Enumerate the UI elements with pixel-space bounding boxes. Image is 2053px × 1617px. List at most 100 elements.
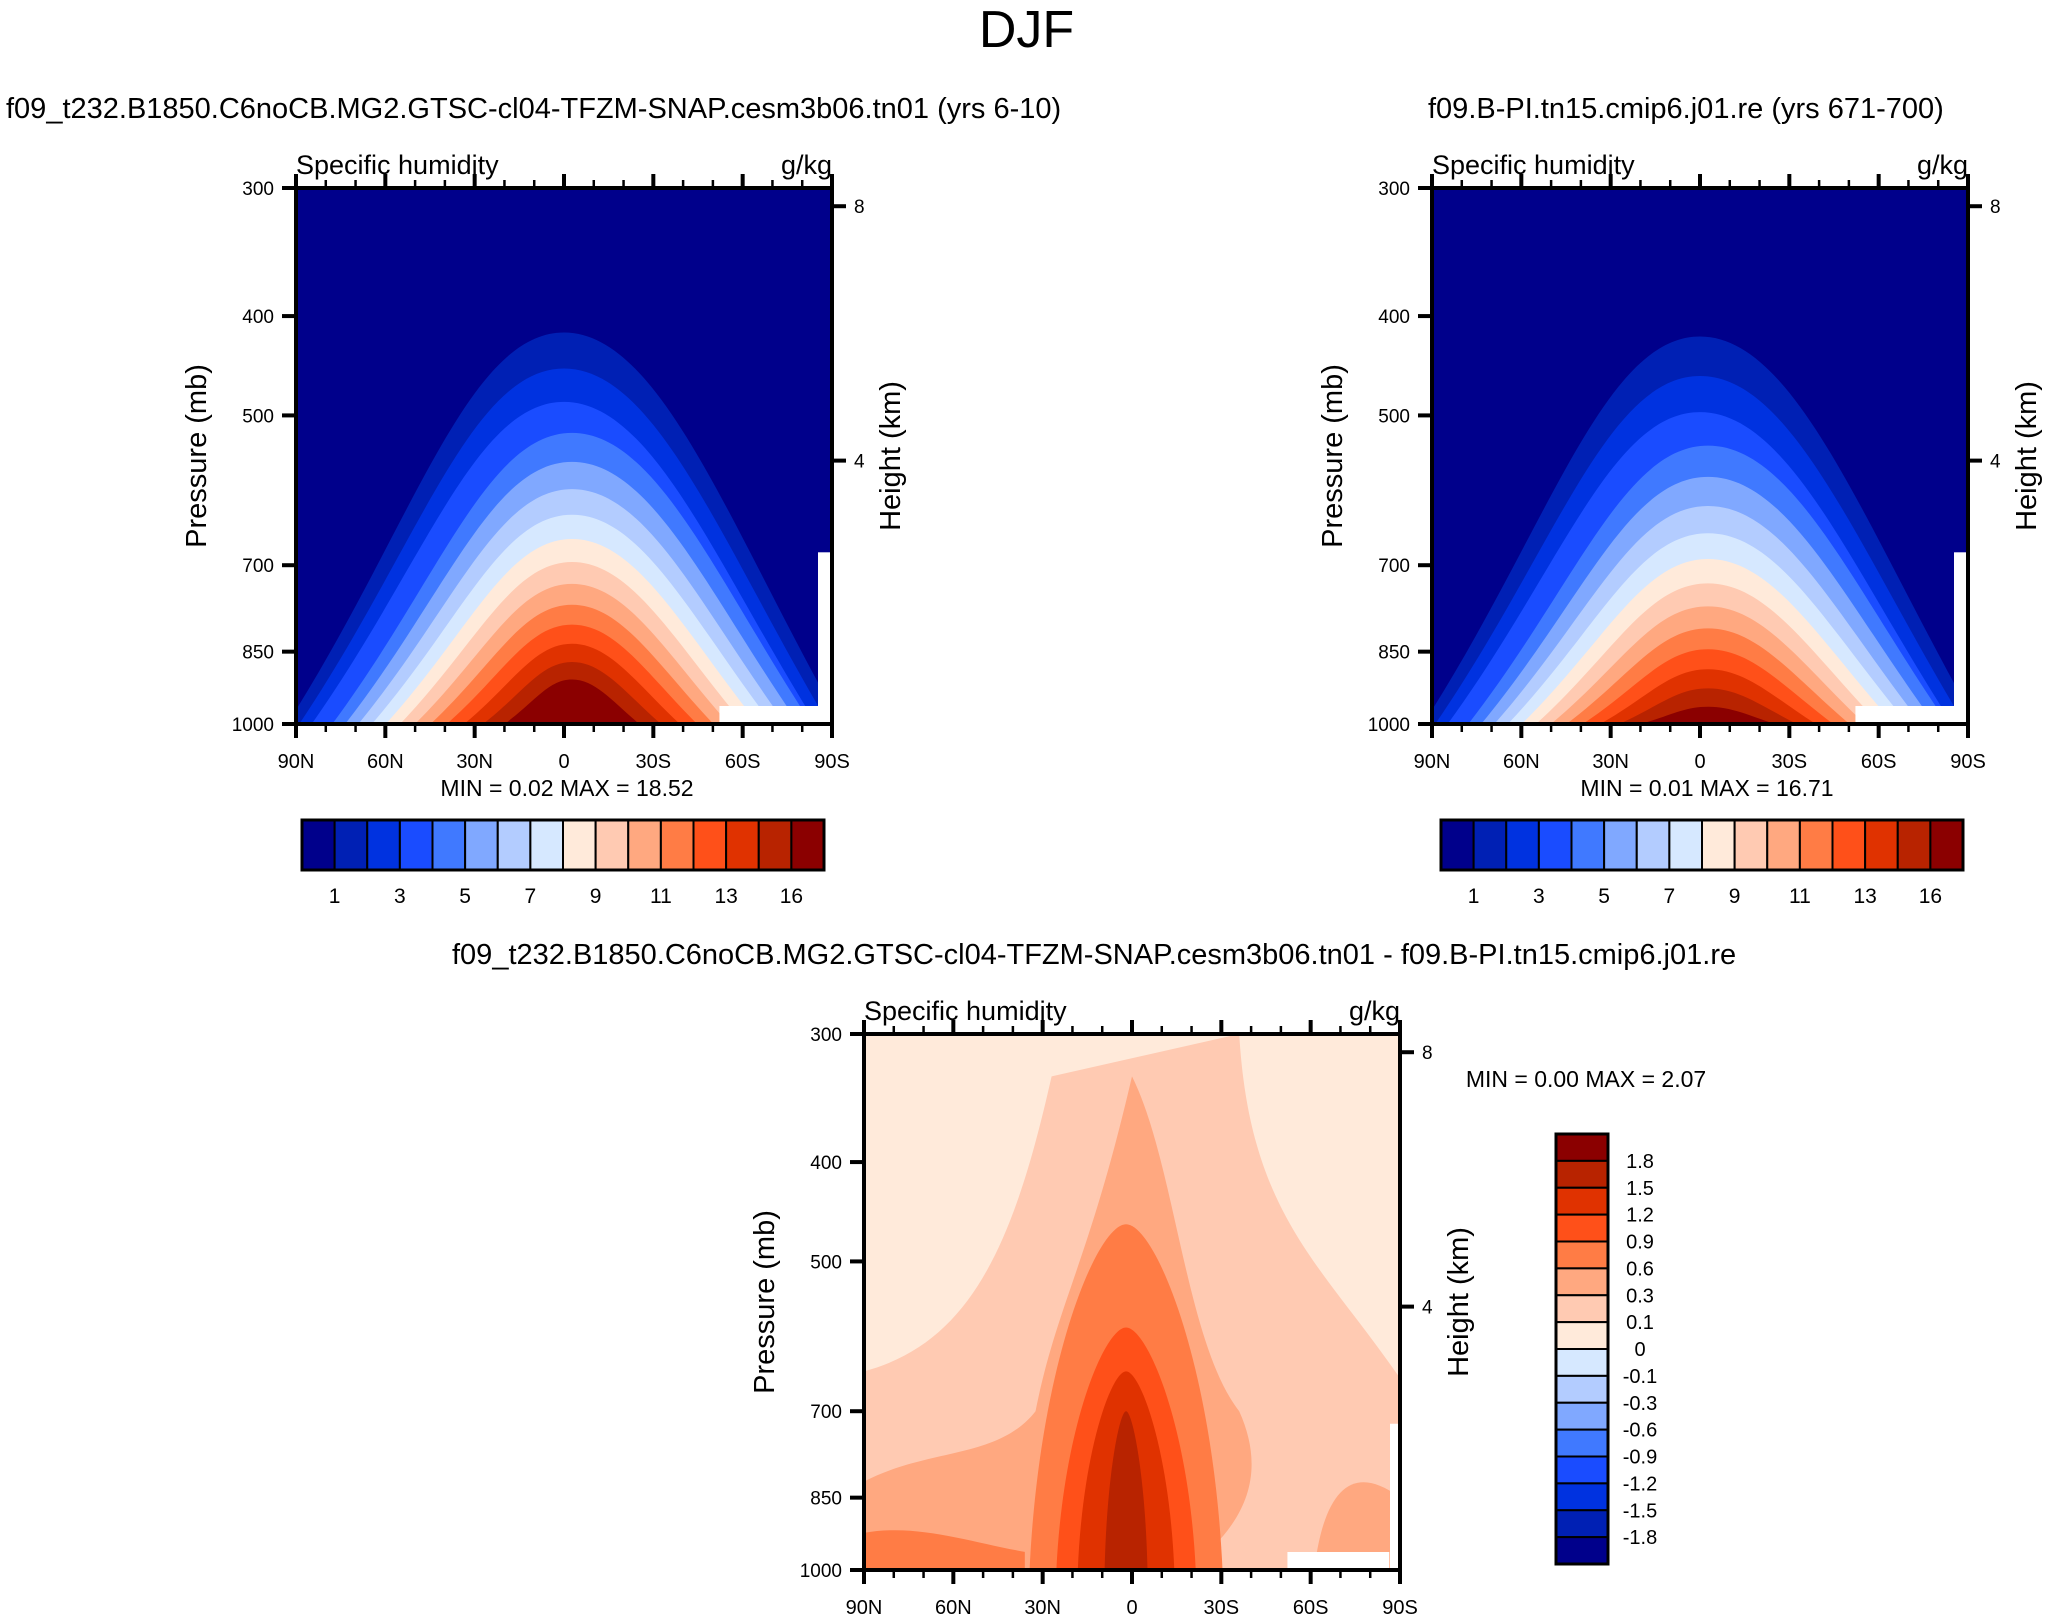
colorbar-label: 11 (650, 885, 672, 908)
colorbar-swatch (1555, 1159, 1609, 1189)
panel-title-control: f09.B-PI.tn15.cmip6.j01.re (yrs 671-700) (1428, 93, 1944, 125)
contour-band-0.9-low (864, 1530, 1025, 1570)
control-panel: Specific humidity g/kg 90N 60N 30N 0 30S 60S 90S… (1317, 150, 2043, 908)
colorbar-swatch (790, 819, 825, 871)
y-tick-label: 500 (810, 1252, 842, 1273)
x-tick-label: 30S (636, 751, 672, 773)
y2-tick-label: 8 (854, 197, 865, 218)
colorbar-swatch (1555, 1455, 1609, 1485)
colorbar-swatch (627, 819, 662, 871)
contour-field (864, 1034, 1400, 1570)
colorbar-swatch (301, 819, 336, 871)
x-tick-label: 60N (935, 1597, 972, 1617)
panel-title-test: f09_t232.B1850.C6noCB.MG2.GTSC-cl04-TFZM… (6, 93, 1062, 125)
y-tick-label: 850 (1378, 643, 1410, 664)
colorbar-label: 5 (459, 885, 471, 908)
colorbar-swatch (594, 819, 630, 871)
y-tick-label: 400 (810, 1153, 842, 1174)
y-axis-label: Pressure (mb) (181, 364, 213, 548)
colorbar-label: 3 (394, 885, 406, 908)
colorbar-swatch (1603, 819, 1638, 871)
colorbar-swatch (1929, 819, 1964, 871)
colorbar-label: 0.1 (1626, 1312, 1654, 1334)
min-max-stats: MIN = 0.00 MAX = 2.07 (1466, 1066, 1706, 1092)
colorbar-label: 1 (1468, 885, 1480, 908)
colorbar-swatch (725, 819, 760, 871)
colorbar-label: -1.8 (1623, 1527, 1657, 1549)
right-string: g/kg (1349, 996, 1400, 1026)
y2-tick-label: 8 (1422, 1043, 1433, 1064)
colorbar-swatch (1555, 1213, 1609, 1243)
colorbar-label: 1.2 (1626, 1205, 1654, 1227)
colorbar-label: 1 (329, 885, 341, 908)
y-tick-label: 700 (1378, 556, 1410, 577)
colorbar-swatch (1555, 1401, 1609, 1431)
colorbar-swatch (1555, 1374, 1609, 1404)
colorbar-swatch (496, 819, 532, 871)
x-tick-label: 30N (1024, 1597, 1061, 1617)
colorbar-label: -0.6 (1623, 1420, 1657, 1442)
colorbar-swatch (464, 819, 499, 871)
colorbar-frame (300, 818, 826, 872)
colorbar-label: 3 (1533, 885, 1545, 908)
x-tick-label: 60N (1503, 751, 1540, 773)
x-tick-label: 0 (1126, 1597, 1137, 1617)
y2-tick-label: 4 (1422, 1298, 1433, 1319)
colorbar-swatch (1537, 819, 1573, 871)
contour-band-1.8 (1104, 1411, 1148, 1570)
colorbar-swatch (1555, 1133, 1609, 1162)
colorbar-swatch (1555, 1428, 1609, 1458)
colorbar-frame (1439, 818, 1965, 872)
colorbar-swatch (1505, 819, 1540, 871)
missing-data-region (1954, 552, 1968, 724)
min-max-stats: MIN = 0.01 MAX = 16.71 (1580, 775, 1833, 801)
x-tick-label: 90N (278, 751, 315, 773)
colorbar-label: 16 (780, 885, 803, 908)
colorbar-swatch (398, 819, 434, 871)
colorbar-swatch (562, 819, 597, 871)
y2-tick-label: 8 (1990, 197, 2001, 218)
right-string: g/kg (1917, 150, 1968, 180)
colorbar-label: -0.9 (1623, 1447, 1657, 1469)
colorbar-swatch (659, 819, 695, 871)
y2-axis-label: Height (km) (2011, 381, 2043, 531)
y-tick-label: 300 (1378, 179, 1410, 200)
colorbar-swatch (1766, 819, 1801, 871)
colorbar-swatch (1668, 819, 1703, 871)
y-tick-label: 700 (810, 1402, 842, 1423)
missing-data-region (1390, 1423, 1400, 1570)
colorbar-label: 11 (1789, 885, 1811, 908)
missing-data-region (1855, 706, 1968, 724)
figure-title: DJF (978, 1, 1075, 59)
colorbar-swatch (1635, 819, 1671, 871)
colorbar-label: 0 (1634, 1339, 1645, 1361)
y-axis-label: Pressure (mb) (749, 1210, 781, 1394)
x-tick-label: 90S (814, 751, 850, 773)
x-tick-label: 30S (1204, 1597, 1240, 1617)
colorbar-swatch (1555, 1294, 1609, 1324)
colorbar-swatch (1555, 1482, 1609, 1512)
y-tick-label: 500 (1378, 406, 1410, 427)
colorbar-swatch (1798, 819, 1834, 871)
colorbar-swatch (1555, 1240, 1609, 1270)
test-panel: Specific humidity g/kg 90N 60N 30N 0 30S 60S 90S… (181, 150, 907, 908)
colorbar-swatch (1570, 819, 1606, 871)
colorbar-label: 1.5 (1626, 1178, 1654, 1200)
colorbar-swatch (1555, 1186, 1609, 1216)
y-tick-label: 850 (242, 643, 274, 664)
y2-tick-label: 4 (854, 452, 865, 473)
colorbar-label: 7 (1664, 885, 1676, 908)
colorbar-label: 5 (1598, 885, 1610, 908)
y2-axis-label: Height (km) (875, 381, 907, 531)
contour-band-15 (504, 679, 640, 724)
colorbar-swatch (1831, 819, 1867, 871)
y-tick-label: 700 (242, 556, 274, 577)
colorbar-label: 13 (714, 885, 737, 908)
x-tick-label: 60N (367, 751, 404, 773)
x-tick-label: 0 (1694, 751, 1705, 773)
left-string: Specific humidity (1432, 150, 1635, 180)
colorbar-swatch (1555, 1321, 1609, 1350)
colorbar-swatch (1733, 819, 1769, 871)
colorbar-swatch (1864, 819, 1899, 871)
x-tick-label: 90N (846, 1597, 883, 1617)
